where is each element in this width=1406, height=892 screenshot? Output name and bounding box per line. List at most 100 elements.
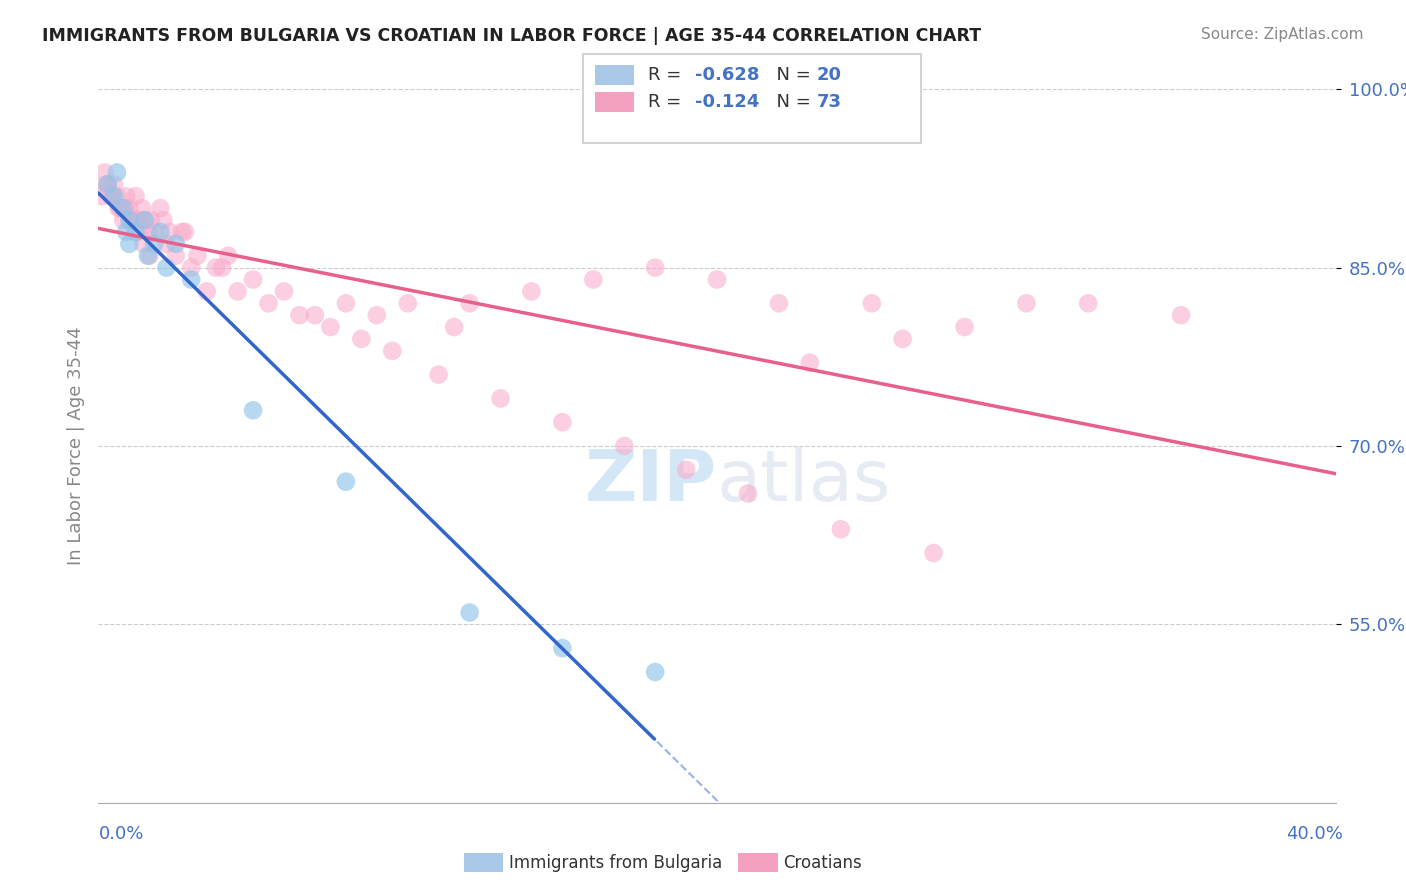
Point bbox=[458, 606, 481, 620]
Point bbox=[103, 178, 125, 192]
Point bbox=[613, 439, 636, 453]
Point bbox=[443, 320, 465, 334]
Point bbox=[138, 249, 160, 263]
Point bbox=[737, 486, 759, 500]
Point bbox=[174, 225, 197, 239]
Point bbox=[124, 189, 146, 203]
Point bbox=[101, 189, 124, 203]
Point bbox=[112, 201, 135, 215]
Point bbox=[706, 272, 728, 286]
Text: atlas: atlas bbox=[717, 447, 891, 516]
Point bbox=[93, 165, 115, 179]
Point bbox=[97, 178, 120, 192]
Text: N =: N = bbox=[765, 66, 817, 84]
Point bbox=[139, 213, 162, 227]
Point bbox=[115, 189, 138, 203]
Point bbox=[288, 308, 311, 322]
Text: R =: R = bbox=[648, 93, 688, 111]
Point bbox=[489, 392, 512, 406]
Text: 73: 73 bbox=[817, 93, 842, 111]
Point bbox=[155, 260, 177, 275]
Text: IMMIGRANTS FROM BULGARIA VS CROATIAN IN LABOR FORCE | AGE 35-44 CORRELATION CHAR: IMMIGRANTS FROM BULGARIA VS CROATIAN IN … bbox=[42, 27, 981, 45]
Point bbox=[120, 213, 142, 227]
Point bbox=[105, 189, 128, 203]
Point bbox=[551, 415, 574, 429]
Point bbox=[149, 225, 172, 239]
Point bbox=[170, 225, 193, 239]
Point bbox=[143, 225, 166, 239]
Point bbox=[112, 213, 135, 227]
Point bbox=[131, 201, 153, 215]
Point bbox=[830, 522, 852, 536]
Point bbox=[582, 272, 605, 286]
Text: R =: R = bbox=[648, 66, 688, 84]
Point bbox=[128, 213, 150, 227]
Point bbox=[396, 296, 419, 310]
Point bbox=[159, 225, 181, 239]
Point bbox=[366, 308, 388, 322]
Point bbox=[115, 225, 138, 239]
Text: 0.0%: 0.0% bbox=[98, 825, 143, 843]
Point bbox=[136, 249, 159, 263]
Point bbox=[134, 213, 156, 227]
Point bbox=[644, 665, 666, 679]
Point bbox=[922, 546, 945, 560]
Point bbox=[1170, 308, 1192, 322]
Point bbox=[304, 308, 326, 322]
Text: 40.0%: 40.0% bbox=[1286, 825, 1343, 843]
Point bbox=[180, 260, 202, 275]
Point bbox=[103, 189, 125, 203]
Point bbox=[124, 225, 146, 239]
Point bbox=[205, 260, 228, 275]
Point bbox=[121, 213, 143, 227]
Point bbox=[195, 285, 218, 299]
Point bbox=[891, 332, 914, 346]
Point bbox=[335, 296, 357, 310]
Point bbox=[768, 296, 790, 310]
Text: -0.124: -0.124 bbox=[695, 93, 759, 111]
Y-axis label: In Labor Force | Age 35-44: In Labor Force | Age 35-44 bbox=[66, 326, 84, 566]
Point bbox=[1077, 296, 1099, 310]
Text: Croatians: Croatians bbox=[783, 854, 862, 871]
Point bbox=[458, 296, 481, 310]
Point bbox=[180, 272, 202, 286]
Point bbox=[211, 260, 233, 275]
Point bbox=[799, 356, 821, 370]
Point bbox=[273, 285, 295, 299]
Point bbox=[132, 236, 155, 251]
Text: ZIP: ZIP bbox=[585, 447, 717, 516]
Point bbox=[319, 320, 342, 334]
Point bbox=[118, 201, 141, 215]
Point bbox=[242, 272, 264, 286]
Point bbox=[136, 225, 159, 239]
Point bbox=[97, 178, 120, 192]
Text: 20: 20 bbox=[817, 66, 842, 84]
Point bbox=[155, 236, 177, 251]
Point bbox=[257, 296, 280, 310]
Point bbox=[96, 178, 118, 192]
Point bbox=[105, 165, 128, 179]
Point bbox=[551, 641, 574, 656]
Point bbox=[152, 213, 174, 227]
Text: -0.628: -0.628 bbox=[695, 66, 759, 84]
Point bbox=[860, 296, 883, 310]
Point bbox=[127, 225, 149, 239]
Point bbox=[114, 201, 136, 215]
Point bbox=[90, 189, 112, 203]
Point bbox=[149, 201, 172, 215]
Point bbox=[675, 463, 697, 477]
Point bbox=[165, 249, 187, 263]
Point bbox=[100, 189, 122, 203]
Point bbox=[350, 332, 373, 346]
Point bbox=[217, 249, 239, 263]
Point bbox=[226, 285, 249, 299]
Point bbox=[427, 368, 450, 382]
Point bbox=[118, 236, 141, 251]
Point bbox=[1015, 296, 1038, 310]
Point bbox=[108, 201, 131, 215]
Point bbox=[143, 236, 166, 251]
Text: Immigrants from Bulgaria: Immigrants from Bulgaria bbox=[509, 854, 723, 871]
Text: N =: N = bbox=[765, 93, 817, 111]
Point bbox=[118, 213, 141, 227]
Text: Source: ZipAtlas.com: Source: ZipAtlas.com bbox=[1201, 27, 1364, 42]
